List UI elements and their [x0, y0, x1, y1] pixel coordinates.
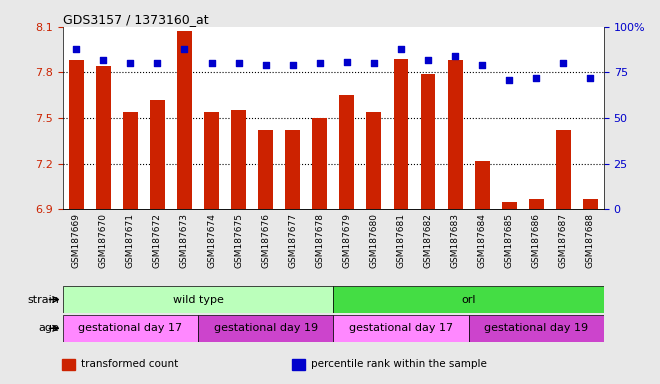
- Text: GSM187670: GSM187670: [99, 213, 108, 268]
- Text: GDS3157 / 1373160_at: GDS3157 / 1373160_at: [63, 13, 209, 26]
- Text: wild type: wild type: [172, 295, 224, 305]
- Point: [234, 60, 244, 66]
- Point: [422, 56, 433, 63]
- Bar: [556, 130, 571, 209]
- Point: [504, 77, 515, 83]
- Text: GSM187677: GSM187677: [288, 213, 297, 268]
- Bar: [333, 315, 469, 342]
- Text: GSM187688: GSM187688: [586, 213, 595, 268]
- Point: [206, 60, 216, 66]
- Bar: [420, 74, 436, 209]
- Point: [477, 62, 487, 68]
- Point: [314, 60, 325, 66]
- Text: GSM187685: GSM187685: [505, 213, 513, 268]
- Bar: [150, 100, 165, 209]
- Text: percentile rank within the sample: percentile rank within the sample: [311, 359, 486, 369]
- Bar: [447, 60, 463, 209]
- Text: age: age: [38, 323, 59, 333]
- Bar: [339, 95, 354, 209]
- Point: [71, 46, 82, 52]
- Bar: [231, 111, 246, 209]
- Text: GSM187684: GSM187684: [478, 213, 486, 268]
- Point: [125, 60, 136, 66]
- Text: gestational day 19: gestational day 19: [214, 323, 317, 333]
- Text: GSM187675: GSM187675: [234, 213, 243, 268]
- Text: transformed count: transformed count: [81, 359, 178, 369]
- Point: [368, 60, 379, 66]
- Bar: [333, 286, 604, 313]
- Bar: [393, 59, 409, 209]
- Text: GSM187681: GSM187681: [397, 213, 405, 268]
- Bar: [292, 359, 306, 370]
- Text: GSM187672: GSM187672: [153, 213, 162, 268]
- Text: orl: orl: [461, 295, 476, 305]
- Point: [450, 53, 461, 59]
- Bar: [258, 130, 273, 209]
- Bar: [502, 202, 517, 209]
- Bar: [366, 112, 381, 209]
- Point: [395, 46, 406, 52]
- Bar: [285, 130, 300, 209]
- Point: [287, 62, 298, 68]
- Text: gestational day 19: gestational day 19: [484, 323, 588, 333]
- Text: GSM187669: GSM187669: [72, 213, 81, 268]
- Point: [98, 56, 108, 63]
- Text: GSM187678: GSM187678: [315, 213, 324, 268]
- Point: [585, 75, 595, 81]
- Point: [558, 60, 568, 66]
- Text: GSM187687: GSM187687: [559, 213, 568, 268]
- Text: GSM187673: GSM187673: [180, 213, 189, 268]
- Bar: [469, 315, 604, 342]
- Bar: [312, 118, 327, 209]
- Bar: [177, 31, 192, 209]
- Text: strain: strain: [28, 295, 59, 305]
- Bar: [198, 315, 333, 342]
- Text: GSM187680: GSM187680: [370, 213, 378, 268]
- Text: GSM187686: GSM187686: [532, 213, 541, 268]
- Text: GSM187682: GSM187682: [424, 213, 432, 268]
- Point: [260, 62, 271, 68]
- Bar: [63, 315, 198, 342]
- Bar: [475, 161, 490, 209]
- Text: gestational day 17: gestational day 17: [79, 323, 182, 333]
- Bar: [63, 286, 333, 313]
- Text: GSM187676: GSM187676: [261, 213, 270, 268]
- Point: [179, 46, 190, 52]
- Point: [342, 58, 352, 65]
- Point: [531, 75, 541, 81]
- Bar: [204, 112, 219, 209]
- Bar: [69, 60, 84, 209]
- Text: GSM187683: GSM187683: [451, 213, 459, 268]
- Point: [152, 60, 162, 66]
- Bar: [583, 199, 598, 209]
- Bar: [123, 112, 138, 209]
- Bar: [529, 199, 544, 209]
- Text: GSM187671: GSM187671: [126, 213, 135, 268]
- Text: GSM187679: GSM187679: [343, 213, 351, 268]
- Text: gestational day 17: gestational day 17: [349, 323, 453, 333]
- Bar: [96, 66, 111, 209]
- Bar: [61, 359, 75, 370]
- Text: GSM187674: GSM187674: [207, 213, 216, 268]
